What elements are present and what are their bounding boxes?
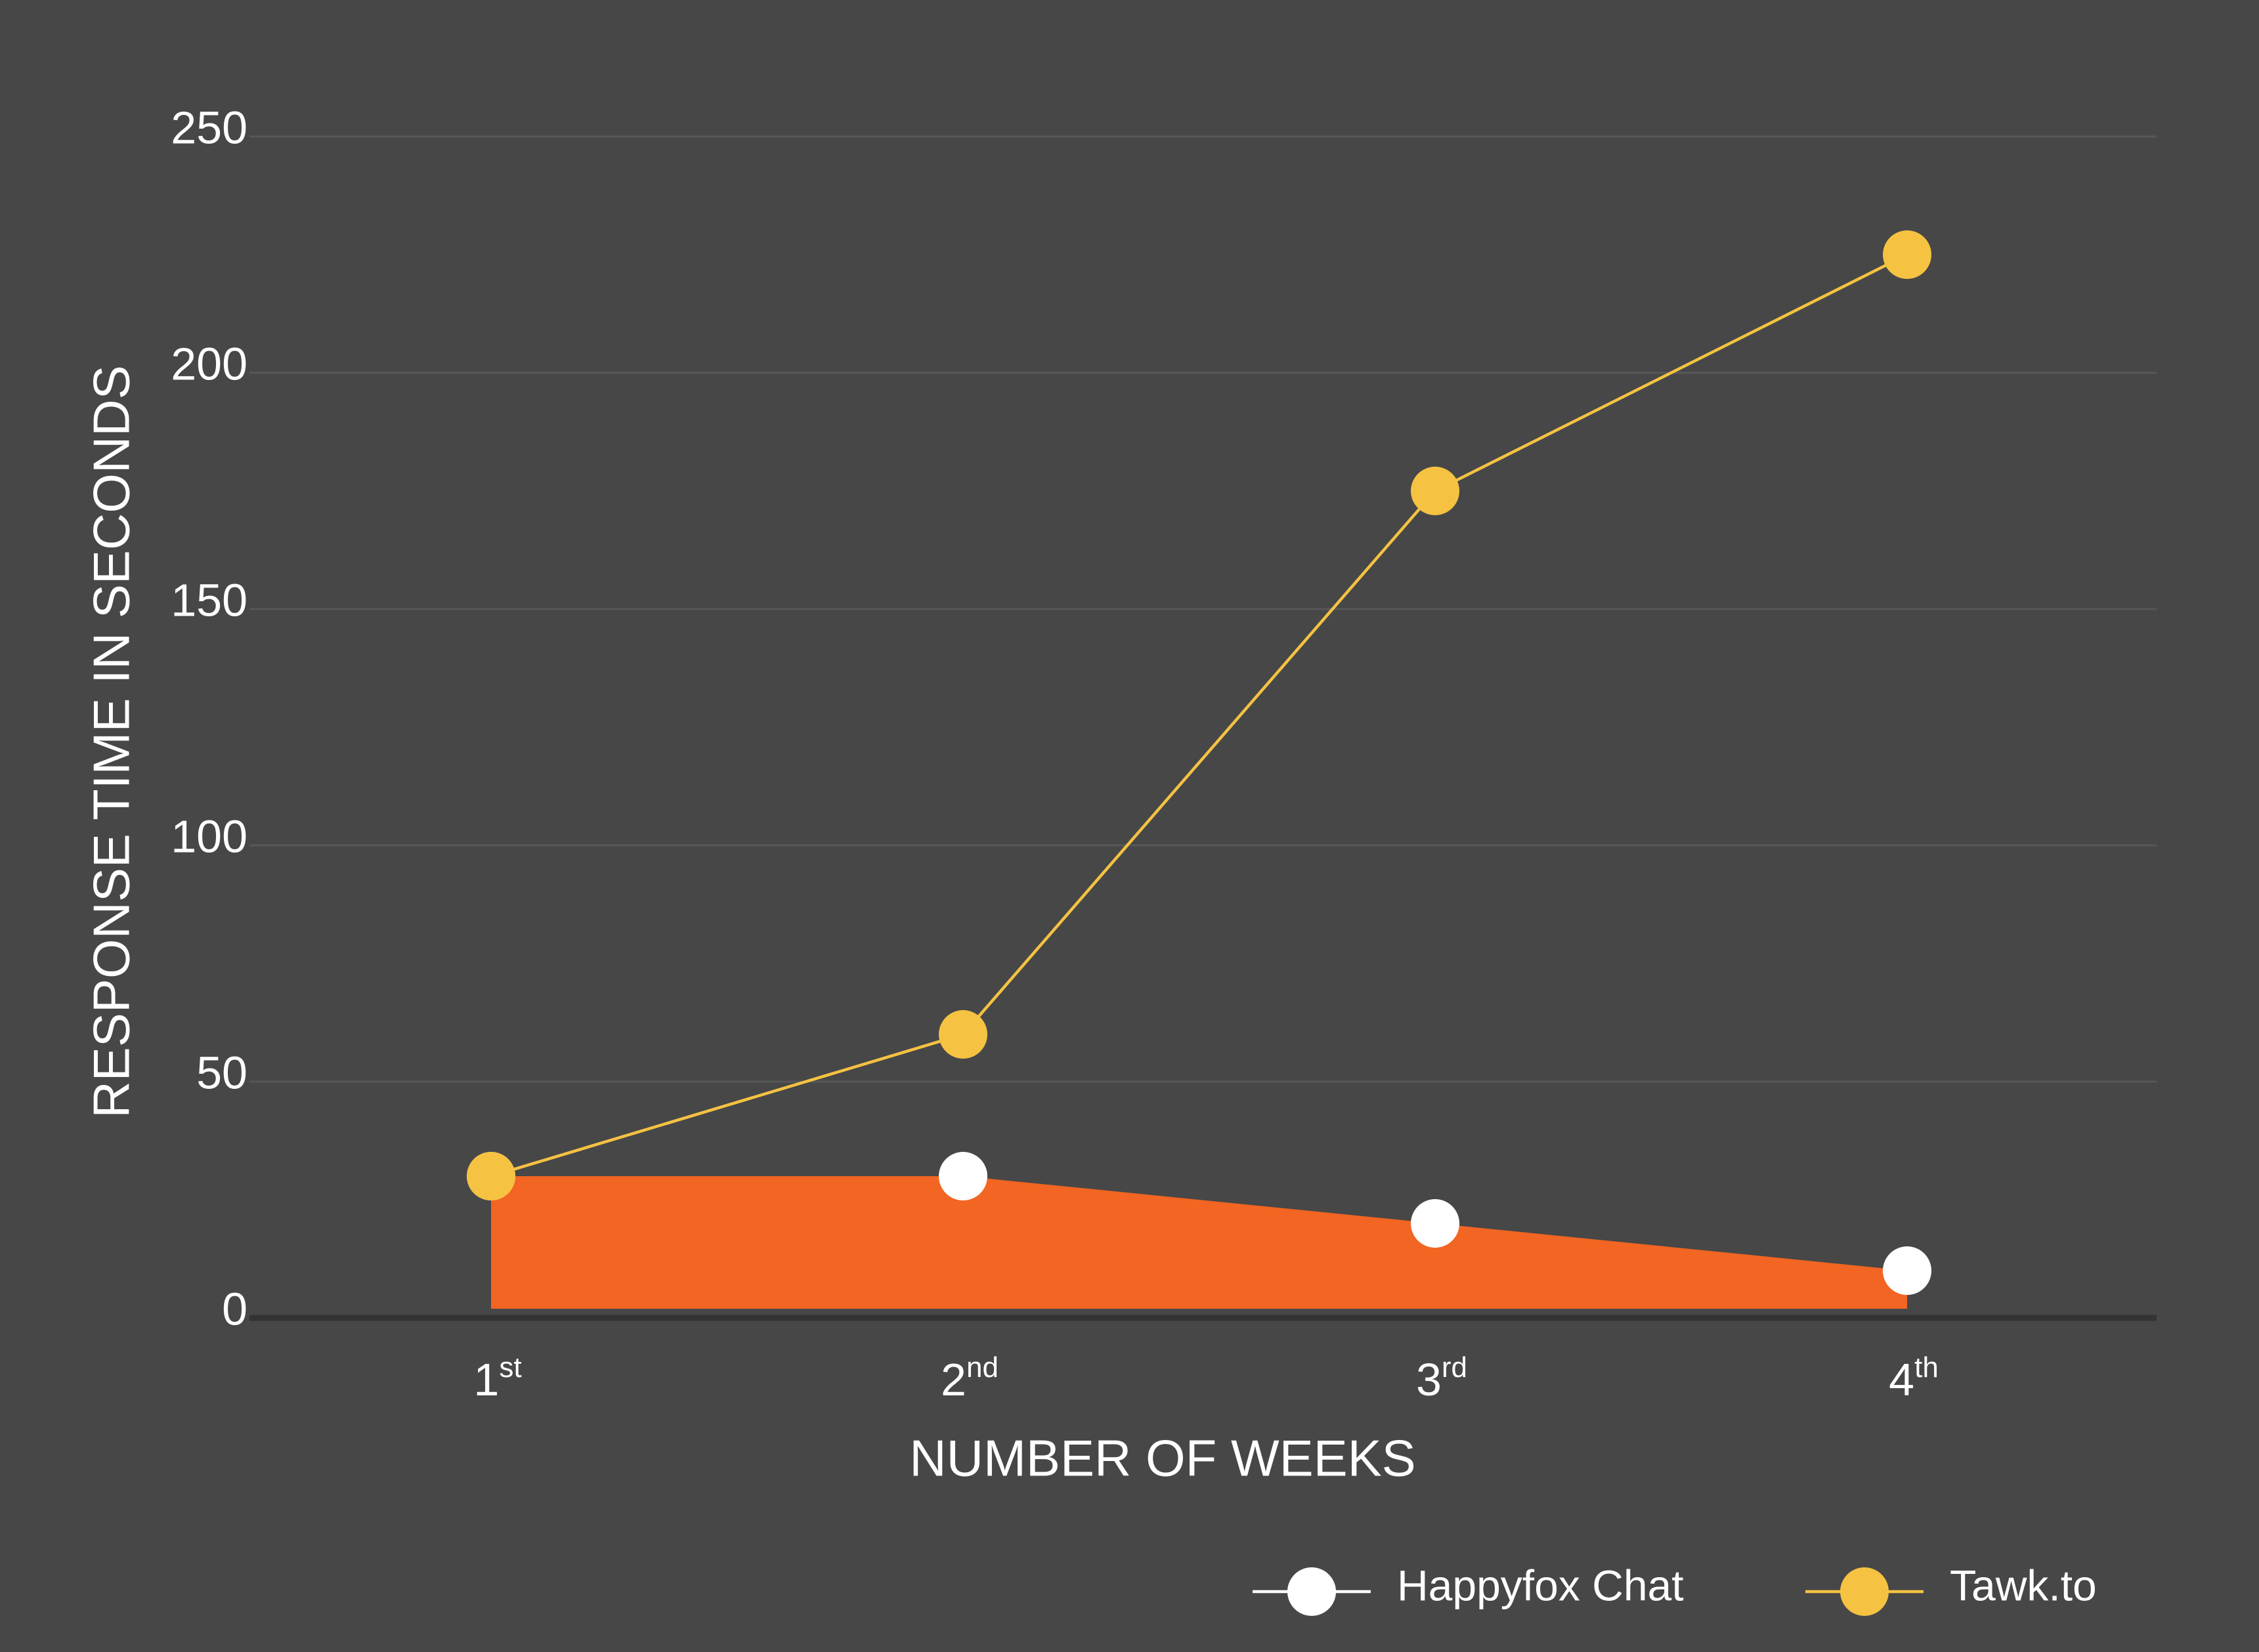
x-axis-title: NUMBER OF WEEKS <box>909 1430 1415 1487</box>
line <box>490 253 1908 1178</box>
marker <box>939 1152 987 1200</box>
area <box>491 1176 1907 1309</box>
marker <box>1883 230 1931 279</box>
x-tick-label: 1st <box>473 1351 521 1406</box>
y-tick-label: 50 <box>196 1047 247 1098</box>
x-tick-label: 2nd <box>941 1351 999 1406</box>
marker <box>1883 1246 1931 1295</box>
y-tick-label: 100 <box>171 811 247 862</box>
marker <box>939 1010 987 1059</box>
x-tick-label: 4th <box>1889 1351 1939 1406</box>
y-tick-label: 0 <box>222 1283 247 1334</box>
marker <box>1411 1199 1459 1248</box>
legend-marker <box>1287 1567 1336 1616</box>
marker <box>467 1152 515 1200</box>
y-axis-title: RESPONSE TIME IN SECONDS <box>83 365 140 1118</box>
y-tick-label: 200 <box>171 338 247 389</box>
x-tick-label: 3rd <box>1416 1351 1467 1406</box>
marker <box>1411 467 1459 515</box>
legend-marker <box>1840 1567 1889 1616</box>
y-tick-label: 250 <box>171 102 247 153</box>
legend-label: Happyfox Chat <box>1397 1561 1684 1609</box>
legend-label: Tawk.to <box>1950 1561 2097 1609</box>
y-tick-label: 150 <box>171 574 247 625</box>
